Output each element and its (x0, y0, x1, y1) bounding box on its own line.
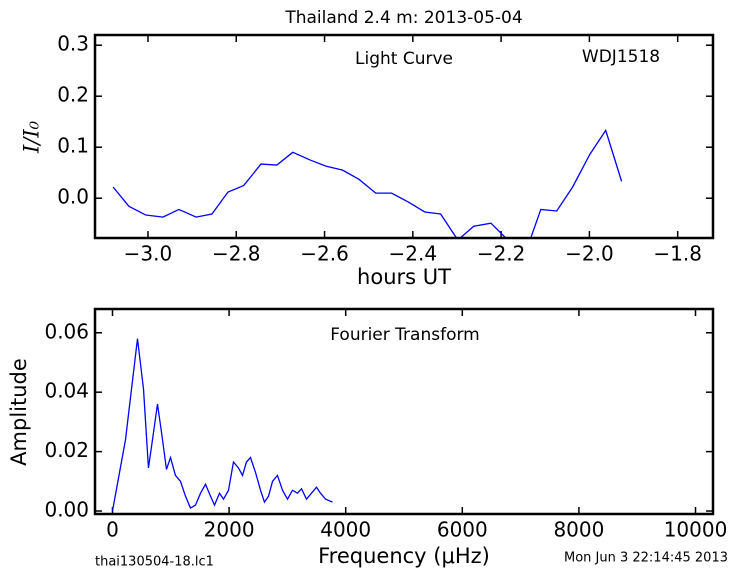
x-tick-label: 4000 (320, 518, 371, 542)
x-tick-label: −3.0 (124, 242, 173, 266)
axes-frame (93, 33, 715, 240)
y-tick-label: 0.0 (57, 185, 89, 209)
footer-file: thai130504-18.lc1 (95, 555, 214, 570)
data-line (111, 338, 333, 512)
x-tick-label: 10000 (664, 518, 728, 542)
y-tick-label: 0.06 (44, 319, 89, 343)
x-axis-label: Frequency (μHz) (318, 544, 490, 568)
footer-date: Mon Jun 3 22:14:45 2013 (564, 551, 728, 566)
y-tick-label: 0.3 (57, 32, 89, 56)
y-tick-label: 0.00 (44, 498, 89, 522)
y-axis-label: I/I₀ (20, 120, 44, 154)
y-tick-label: 0.04 (44, 379, 89, 403)
annotation: Light Curve (355, 49, 453, 69)
x-tick-label: −2.4 (389, 242, 438, 266)
x-tick-label: 6000 (437, 518, 488, 542)
y-axis-label: Amplitude (7, 358, 31, 466)
x-tick-label: −2.0 (565, 242, 614, 266)
x-tick-label: −2.8 (212, 242, 261, 266)
y-tick-label: 0.2 (57, 83, 89, 107)
x-axis-label: hours UT (357, 265, 451, 289)
y-tick-label: 0.02 (44, 438, 89, 462)
x-tick-label: 0 (106, 518, 119, 542)
x-tick-label: 8000 (553, 518, 604, 542)
x-tick-label: −1.8 (653, 242, 702, 266)
data-line (112, 128, 623, 238)
chart-title: Thailand 2.4 m: 2013-05-04 (284, 8, 522, 28)
y-tick-label: 0.1 (57, 134, 89, 158)
annotation: WDJ1518 (582, 47, 660, 67)
axes-frame (93, 307, 715, 516)
annotation: Fourier Transform (330, 325, 479, 345)
x-tick-label: −2.2 (477, 242, 526, 266)
x-tick-label: −2.6 (300, 242, 349, 266)
x-tick-label: 2000 (204, 518, 255, 542)
